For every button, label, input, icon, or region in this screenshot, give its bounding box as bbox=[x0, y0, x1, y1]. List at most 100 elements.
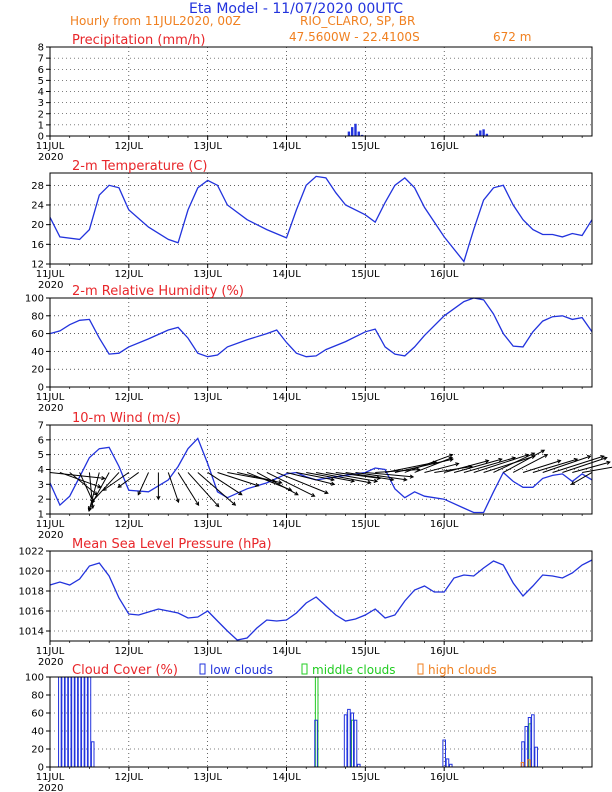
wind-barb bbox=[522, 460, 561, 473]
wind-barb bbox=[483, 455, 535, 473]
wind-title: 10-m Wind (m/s) bbox=[72, 411, 181, 426]
wind-barb bbox=[59, 471, 101, 488]
wind-barb bbox=[365, 471, 414, 478]
wind-barb bbox=[453, 458, 502, 473]
cloud-bar-low bbox=[81, 676, 85, 768]
cloud_cover-xtick-label: 11JUL bbox=[36, 772, 65, 783]
wind-barb-head bbox=[311, 493, 316, 497]
wind-barb bbox=[532, 458, 578, 473]
relative_humidity-xtick-label: 13JUL bbox=[193, 392, 222, 403]
wind-barb bbox=[325, 471, 378, 482]
wind-ytick-label: 2 bbox=[38, 495, 44, 506]
relative_humidity-xtick-label: 11JUL bbox=[36, 392, 65, 403]
model-title: Eta Model - 11/07/2020 00UTC bbox=[189, 1, 403, 17]
precipitation-bar bbox=[475, 133, 479, 136]
wind-barb bbox=[117, 472, 139, 488]
temperature-ytick-label: 20 bbox=[31, 220, 44, 231]
wind-barb bbox=[335, 471, 381, 479]
legend-swatch-high bbox=[417, 663, 424, 675]
wind-barb bbox=[444, 460, 489, 473]
precipitation-ytick-label: 3 bbox=[38, 98, 44, 109]
wind-barb-head bbox=[287, 487, 293, 492]
relative_humidity-xtick-label: 16JUL bbox=[430, 392, 459, 403]
relative_humidity-panel: 11JUL 12JUL 13JUL 14JUL 15JUL 16JUL 2020 0 20 40 6… bbox=[25, 284, 593, 414]
wind-barb-head bbox=[102, 486, 107, 491]
precipitation-ytick-label: 4 bbox=[38, 87, 44, 98]
precipitation-ytick-label: 5 bbox=[38, 76, 44, 87]
wind-barb-head bbox=[278, 480, 283, 485]
wind-barb bbox=[88, 472, 110, 510]
precipitation-ytick-label: 7 bbox=[38, 54, 44, 65]
cloud-bar-low bbox=[90, 741, 95, 768]
cloud_cover-ytick-label: 0 bbox=[38, 763, 44, 774]
precipitation-ytick-label: 0 bbox=[38, 132, 44, 143]
relative_humidity-xtick-label: 12JUL bbox=[115, 392, 144, 403]
precipitation-ytick-label: 8 bbox=[38, 43, 44, 54]
wind-xtick-label: 14JUL bbox=[272, 519, 301, 530]
wind-barb-head bbox=[175, 498, 180, 504]
wind-barb-head bbox=[603, 456, 608, 461]
cloud-bar-low bbox=[77, 676, 82, 768]
wind-barb-head bbox=[389, 477, 395, 482]
wind-barb-head bbox=[90, 498, 96, 503]
wind-xtick-label: 15JUL bbox=[351, 519, 380, 530]
wind-barb-head bbox=[570, 481, 576, 485]
cloud-bar-low bbox=[531, 714, 535, 768]
precipitation-ytick-label: 6 bbox=[38, 65, 44, 76]
cloud-bar-low bbox=[58, 676, 62, 768]
wind-barb bbox=[414, 457, 453, 473]
wind-barb bbox=[503, 449, 545, 473]
wind-barb-head bbox=[137, 491, 142, 496]
wind-barb bbox=[562, 457, 607, 473]
wind-barb-head bbox=[600, 454, 605, 460]
wind-barb-head bbox=[88, 506, 92, 511]
wind-barb bbox=[286, 471, 335, 485]
wind-barb bbox=[177, 472, 200, 506]
cloud_cover-ytick-label: 100 bbox=[25, 673, 44, 684]
relative_humidity-ytick-label: 100 bbox=[25, 294, 44, 305]
wind-barb bbox=[88, 472, 100, 512]
wind-barb-head bbox=[254, 482, 260, 487]
precipitation-xtick-label: 16JUL bbox=[430, 141, 459, 152]
cloud-bar-low bbox=[71, 676, 75, 768]
wind-barb bbox=[256, 472, 299, 496]
wind-barb bbox=[187, 472, 220, 507]
cloud_cover-panel: 11JUL 12JUL 13JUL 14JUL 15JUL 16JUL 2020 0 20 40 6… bbox=[25, 663, 593, 792]
mslp-xtick-label: 12JUL bbox=[115, 646, 144, 657]
mslp-ytick-label: 1022 bbox=[19, 547, 44, 558]
cloud_cover-ytick-label: 40 bbox=[31, 727, 44, 738]
precipitation-title: Precipitation (mm/h) bbox=[72, 33, 205, 48]
wind-barb-head bbox=[557, 459, 562, 464]
run-info: Hourly from 11JUL2020, 00Z bbox=[70, 14, 241, 28]
cloud-bar-low bbox=[343, 714, 348, 768]
relative_humidity-frame bbox=[49, 297, 593, 388]
station-elevation: 672 m bbox=[493, 30, 531, 44]
wind-barb-head bbox=[586, 455, 592, 460]
precipitation-bar bbox=[482, 129, 485, 136]
wind-barb bbox=[463, 457, 516, 473]
mslp-frame bbox=[49, 550, 593, 642]
legend-label-middle: middle clouds bbox=[312, 663, 396, 677]
precipitation-year-label: 2020 bbox=[38, 152, 63, 163]
mslp-panel: 11JUL 12JUL 13JUL 14JUL 15JUL 16JUL 2020 1014 10… bbox=[19, 537, 593, 668]
relative_humidity-ytick-label: 0 bbox=[38, 383, 44, 394]
cloud-bar-low bbox=[350, 712, 355, 768]
cloud-bar-low bbox=[84, 676, 88, 768]
wind-barb-head bbox=[485, 459, 490, 464]
wind-barb bbox=[207, 472, 243, 496]
wind-ytick-label: 5 bbox=[38, 450, 44, 461]
precipitation-bar bbox=[351, 127, 354, 136]
wind-barb bbox=[434, 466, 472, 473]
cloud_cover-ytick-label: 80 bbox=[31, 691, 44, 702]
precipitation-ytick-label: 1 bbox=[38, 120, 44, 131]
wind-ytick-label: 1 bbox=[38, 510, 44, 521]
legend-swatch-low bbox=[199, 663, 206, 675]
wind-frame bbox=[49, 424, 593, 515]
cloud-bar-low bbox=[347, 708, 351, 768]
cloud-bar-low bbox=[74, 676, 79, 768]
wind-barb bbox=[276, 472, 329, 494]
temperature-xtick-label: 15JUL bbox=[351, 269, 380, 280]
cloud_cover-title: Cloud Cover (%) bbox=[72, 663, 178, 678]
mslp-xtick-label: 14JUL bbox=[272, 646, 301, 657]
wind-ytick-label: 4 bbox=[38, 465, 44, 476]
